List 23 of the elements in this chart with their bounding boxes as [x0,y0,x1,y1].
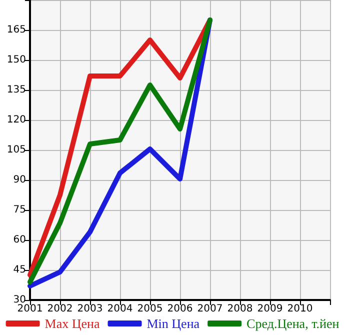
x-tick-label: 2002 [47,304,73,314]
x-tick-label: 2004 [107,304,133,314]
x-tick-label: 2003 [77,304,103,314]
y-tick-label: 75 [13,204,26,216]
y-tick-label: 45 [13,264,26,276]
y-tick-label: 105 [6,144,26,156]
y-tick-label: 165 [6,24,26,36]
x-tick-label: 2005 [137,304,163,314]
y-tick-label: 120 [6,114,26,126]
legend-label: Сред.Цена, т.йен [246,316,340,331]
x-tick-label: 2008 [227,304,253,314]
x-tick-label: 2009 [257,304,283,314]
legend-label: Max Цена [44,316,100,331]
y-tick-label: 60 [13,234,26,246]
x-tick-label: 2010 [287,304,313,314]
y-tick-label: 135 [6,84,26,96]
y-tick-label: 30 [13,294,26,306]
x-tick-label: 2006 [167,304,193,314]
legend-label: Min Цена [146,316,200,331]
y-tick-label: 90 [13,174,26,186]
y-tick-label: 150 [6,54,26,66]
x-tick-label: 2001 [17,304,43,314]
x-tick-label: 2007 [197,304,223,314]
